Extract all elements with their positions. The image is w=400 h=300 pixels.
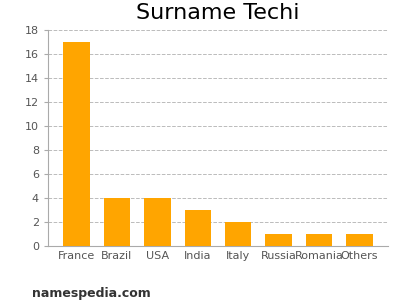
Bar [104, 198, 130, 246]
Bar [225, 222, 251, 246]
Title: Surname Techi: Surname Techi [136, 3, 300, 23]
Bar [306, 234, 332, 246]
Bar [185, 210, 211, 246]
Bar [144, 198, 170, 246]
Bar [346, 234, 372, 246]
Text: namespedia.com: namespedia.com [32, 287, 151, 300]
Bar [64, 42, 90, 246]
Bar [266, 234, 292, 246]
